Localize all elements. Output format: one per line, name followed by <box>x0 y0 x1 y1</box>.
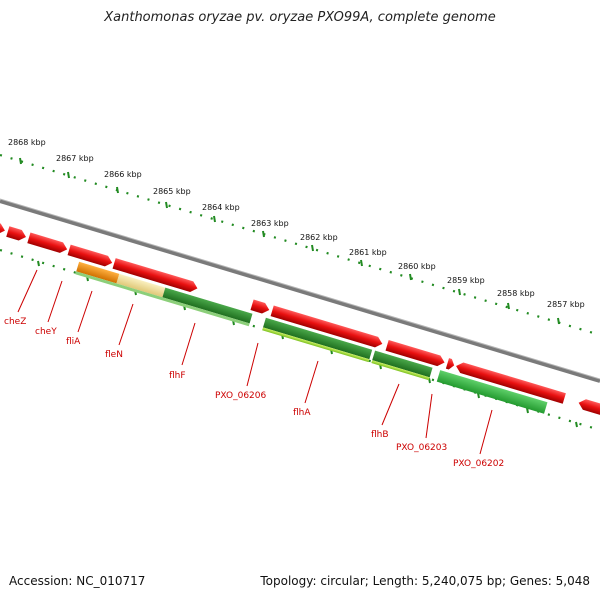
gene-arrow-forward <box>6 226 27 241</box>
scale-tick <box>37 260 40 267</box>
gene-label-pxo06202: PXO_06202 <box>453 459 504 469</box>
genome-summary-text: Topology: circular; Length: 5,240,075 bp… <box>260 574 590 588</box>
scale-tick <box>507 302 510 310</box>
scale-label: 2864 kbp <box>202 203 240 212</box>
gene-label-chey: cheY <box>35 327 57 337</box>
scale-tick <box>311 244 314 252</box>
backbone-line <box>0 199 600 383</box>
scale-tick <box>116 186 119 194</box>
gene-label-flen: fleN <box>105 350 123 360</box>
gene-label-flhb: flhB <box>371 430 389 440</box>
scale-tick <box>67 171 70 179</box>
gene-block-orange <box>76 261 120 284</box>
scale-tick <box>213 215 216 223</box>
scale-labels: 2868 kbp 2867 kbp 2866 kbp 2865 kbp 2864… <box>8 138 585 309</box>
scale-label: 2868 kbp <box>8 138 46 147</box>
scale-tick <box>360 259 363 267</box>
gene-block-reverse <box>371 360 430 381</box>
gene-label-pxo06203: PXO_06203 <box>396 443 447 453</box>
scale-tick <box>165 201 168 209</box>
scale-tick <box>262 230 265 238</box>
gene-arrow-forward <box>27 232 68 253</box>
scale-label: 2860 kbp <box>398 262 436 271</box>
gene-arrow-forward <box>445 358 455 370</box>
gene-block-pale <box>116 273 166 298</box>
gene-block-reverse <box>162 287 253 324</box>
gene-arrow-forward <box>250 299 270 314</box>
gene-label-chez: cheZ <box>4 317 26 327</box>
scale-tick <box>19 157 22 165</box>
gene-arrow-forward <box>385 340 445 367</box>
scale-label: 2859 kbp <box>447 276 485 285</box>
gene-label-flia: fliA <box>66 337 81 347</box>
scale-track-top <box>0 153 600 337</box>
gene-block-reverse <box>263 317 373 360</box>
gene-arrow-forward <box>67 244 113 267</box>
scale-label: 2861 kbp <box>349 248 387 257</box>
gene-arrow-forward <box>0 215 5 235</box>
gene-arrow-forward <box>270 305 383 348</box>
scale-label: 2865 kbp <box>153 187 191 196</box>
forward-strand <box>0 215 600 429</box>
scale-tick <box>557 317 560 325</box>
scale-tick <box>409 273 412 281</box>
gene-block-reverse <box>75 271 250 327</box>
accession-text: Accession: NC_010717 <box>9 574 146 588</box>
gene-leaders <box>17 269 493 455</box>
scale-label: 2866 kbp <box>104 170 142 179</box>
gene-arrow-forward <box>456 362 566 404</box>
gene-block-reverse <box>372 350 433 378</box>
gene-label-pxo06206: PXO_06206 <box>215 391 267 401</box>
genome-title: Xanthomonas oryzae pv. oryzae PXO99A, co… <box>104 10 496 25</box>
scale-tick <box>575 421 578 428</box>
scale-tick <box>526 407 529 414</box>
backbone-highlight <box>0 198 600 380</box>
gene-label-flha: flhA <box>293 408 311 418</box>
scale-label: 2862 kbp <box>300 233 338 242</box>
gene-arrow-forward <box>578 399 600 429</box>
scale-tick <box>458 288 461 296</box>
gene-labels: cheZ cheY fliA fleN flhF PXO_06206 flhA … <box>4 317 504 469</box>
gene-label-flhf: flhF <box>169 371 186 381</box>
gene-block-reverse <box>262 327 370 363</box>
scale-label: 2863 kbp <box>251 219 289 228</box>
scale-label: 2858 kbp <box>497 289 535 298</box>
gene-block-reverse <box>436 370 548 414</box>
gene-arrow-forward <box>112 258 198 292</box>
scale-label: 2867 kbp <box>56 154 94 163</box>
scale-label: 2857 kbp <box>547 300 585 309</box>
